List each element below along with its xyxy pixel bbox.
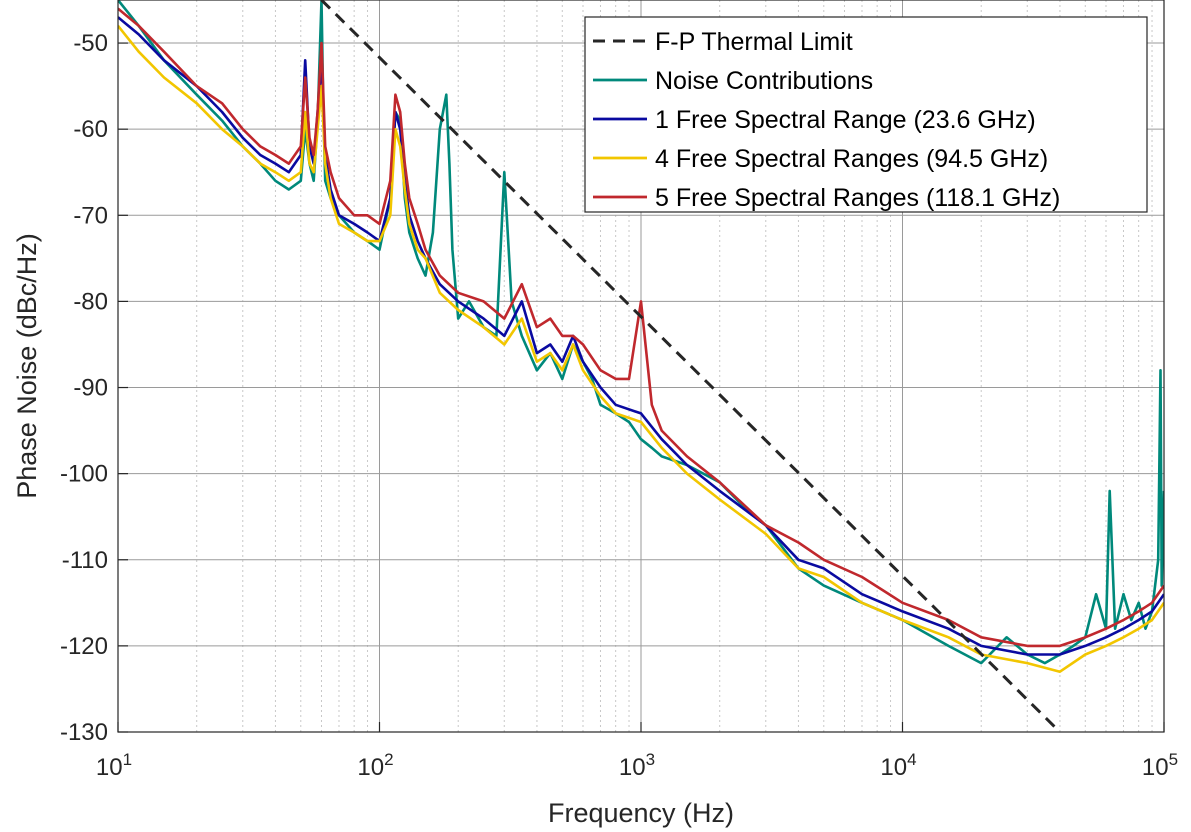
y-tick-label: -70 <box>73 202 108 229</box>
series-line-5 <box>118 7 1164 648</box>
x-axis-label: Frequency (Hz) <box>548 798 734 828</box>
legend-label-1: F-P Thermal Limit <box>655 28 853 56</box>
legend-label-5: 5 Free Spectral Ranges (118.1 GHz) <box>655 184 1060 212</box>
y-axis-label: Phase Noise (dBc/Hz) <box>12 233 42 499</box>
y-tick-label: -120 <box>60 633 108 660</box>
x-tick-label: 104 <box>880 750 916 781</box>
y-tick-label: -50 <box>73 30 108 57</box>
series-line-1 <box>320 0 1061 732</box>
x-tick-label: 102 <box>357 750 393 781</box>
legend-box <box>584 16 1148 213</box>
legend: F-P Thermal Limit Noise Contributions 1 Fr… <box>584 16 1148 213</box>
y-tick-label: -110 <box>62 547 108 574</box>
y-tick-label: -130 <box>60 719 108 746</box>
legend-label-4: 4 Free Spectral Ranges (94.5 GHz) <box>655 145 1048 173</box>
y-tick-label: -80 <box>73 288 108 315</box>
minor-grid <box>196 0 1153 732</box>
y-tick-label: -90 <box>73 375 108 402</box>
x-tick-label: 103 <box>619 750 655 781</box>
legend-label-2: Noise Contributions <box>655 67 873 95</box>
series-layer <box>118 0 1164 732</box>
legend-label-3: 1 Free Spectral Range (23.6 GHz) <box>655 106 1036 134</box>
x-tick-label: 105 <box>1142 750 1178 781</box>
y-axis-ticks: -50 -60 -70 -80 -90 -100 -110 -120 -130 <box>60 30 128 746</box>
y-tick-label: -60 <box>73 116 108 143</box>
x-tick-label: 101 <box>96 750 132 781</box>
x-axis-ticks: 101 102 103 104 105 <box>96 722 1178 781</box>
series-line-4 <box>118 24 1164 674</box>
y-tick-label: -100 <box>60 461 108 488</box>
